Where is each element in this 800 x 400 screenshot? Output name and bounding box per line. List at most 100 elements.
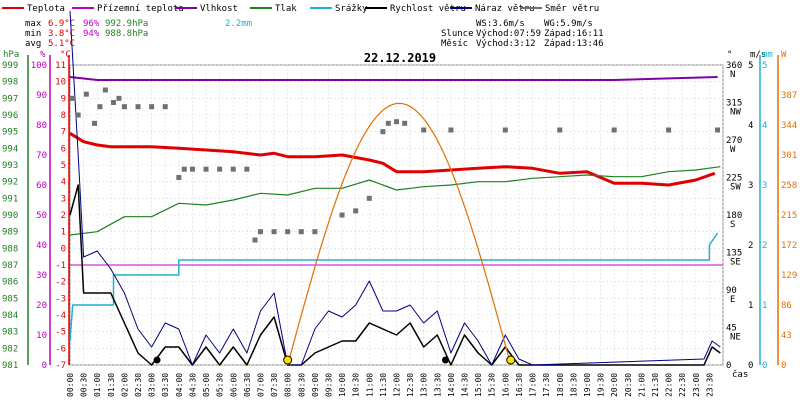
temperature-tick-16: -5 xyxy=(55,328,66,338)
wind-dir-label-3: SW xyxy=(730,183,741,193)
solar-tick-4: 172 xyxy=(781,241,797,251)
legend-label-4: Srážky xyxy=(335,4,368,14)
wind-dir-label-2: W xyxy=(730,145,736,155)
solar-tick-8: 344 xyxy=(781,121,797,131)
wind-dir-tick-5: 135 xyxy=(726,249,742,259)
wind-dir-point-21 xyxy=(271,229,277,235)
stat-0-1: 6.9°C xyxy=(48,19,75,29)
grid xyxy=(69,64,724,366)
wind-speed-tick-5: 5 xyxy=(748,61,753,71)
legend-label-2: Vlhkost xyxy=(200,4,238,14)
pressure-tick-7: 992 xyxy=(2,178,18,188)
moon-marker-3 xyxy=(441,356,449,364)
temperature-tick-14: -3 xyxy=(55,294,66,304)
temperature-tick-9: 2 xyxy=(61,211,66,221)
wind-dir-point-9 xyxy=(135,104,141,110)
legend: Teplota Přízemní teplota Vlhkost Tlak Srážky… xyxy=(2,4,599,14)
rain-tick-0: 0 xyxy=(762,361,767,371)
series-line-4 xyxy=(69,232,719,342)
pressure-tick-13: 986 xyxy=(2,278,18,288)
humidity-tick-20: 20 xyxy=(36,301,47,311)
temperature-tick-13: -2 xyxy=(55,278,66,288)
wind-dir-label-4: S xyxy=(730,220,735,230)
wind-speed-tick-3: 3 xyxy=(748,181,753,191)
wind-dir-tick-7: 45 xyxy=(726,324,737,334)
wind-dir-point-16 xyxy=(217,166,223,172)
wind-dir-tick-6: 90 xyxy=(726,286,737,296)
wind-dir-label-1: NW xyxy=(730,108,741,118)
pressure-tick-6: 993 xyxy=(2,161,18,171)
humidity-tick-60: 60 xyxy=(36,181,47,191)
stat-0-2: 96% xyxy=(83,19,100,29)
legend-label-1: Přízemní teplota xyxy=(97,4,184,14)
pressure-tick-15: 984 xyxy=(2,311,18,321)
x-tick-16: 08:00 xyxy=(284,373,293,397)
wind-dir-label-5: SE xyxy=(730,258,741,268)
temperature-tick-10: 1 xyxy=(61,228,66,238)
stat-0-0: max xyxy=(25,19,42,29)
x-tick-35: 17:30 xyxy=(542,373,551,397)
legend-label-0: Teplota xyxy=(27,4,65,14)
x-tick-7: 03:30 xyxy=(161,373,170,397)
wind-dir-point-27 xyxy=(366,195,372,201)
humidity-unit: % xyxy=(40,50,46,60)
x-tick-14: 07:00 xyxy=(256,373,265,397)
temperature-tick-6: 5 xyxy=(61,161,66,171)
wind-speed-tick-4: 4 xyxy=(748,121,753,131)
x-tick-11: 05:30 xyxy=(216,373,225,397)
x-tick-30: 15:00 xyxy=(474,373,483,397)
temperature-tick-7: 4 xyxy=(61,178,66,188)
wind-dir-point-33 xyxy=(448,127,454,133)
x-tick-33: 16:30 xyxy=(515,373,524,397)
pressure-tick-10: 989 xyxy=(2,228,18,238)
pressure-tick-12: 987 xyxy=(2,261,18,271)
wind-dir-unit: ° xyxy=(727,50,732,60)
humidity-tick-80: 80 xyxy=(36,121,47,131)
wind-dir-point-35 xyxy=(557,127,563,133)
sun-marker-1 xyxy=(506,355,516,365)
x-tick-47: 23:30 xyxy=(705,373,714,397)
sun-moon-info: WS:3.6m/s WG:5.9m/s Slunce Východ:07:59 Zápa… xyxy=(441,19,604,49)
wind-dir-point-24 xyxy=(312,229,318,235)
x-tick-12: 06:00 xyxy=(229,373,238,397)
x-tick-19: 09:30 xyxy=(324,373,333,397)
wind-speed-tick-2: 2 xyxy=(748,241,753,251)
temperature-tick-8: 3 xyxy=(61,194,66,204)
humidity-tick-30: 30 xyxy=(36,271,47,281)
temperature-tick-1: 10 xyxy=(55,78,66,88)
pressure-tick-0: 999 xyxy=(2,61,18,71)
markers-layer xyxy=(153,355,516,365)
wind-dir-point-36 xyxy=(611,127,617,133)
pressure-tick-17: 982 xyxy=(2,344,18,354)
humidity-tick-40: 40 xyxy=(36,241,47,251)
wind-dir-point-7 xyxy=(116,95,122,101)
x-tick-42: 21:00 xyxy=(637,373,646,397)
wind-speed-tick-1: 1 xyxy=(748,301,753,311)
legend-label-7: Směr větru xyxy=(545,4,599,14)
pressure-tick-2: 997 xyxy=(2,94,18,104)
solar-tick-3: 129 xyxy=(781,271,797,281)
temperature-tick-2: 9 xyxy=(61,94,66,104)
x-tick-46: 23:00 xyxy=(692,373,701,397)
pressure-tick-18: 981 xyxy=(2,361,18,371)
wind-dir-point-28 xyxy=(380,129,386,135)
x-tick-1: 00:30 xyxy=(80,373,89,397)
series-line-6 xyxy=(69,10,721,366)
legend-label-3: Tlak xyxy=(275,4,297,14)
x-tick-3: 01:30 xyxy=(107,373,116,397)
humidity-tick-70: 70 xyxy=(36,151,47,161)
x-tick-38: 19:00 xyxy=(583,373,592,397)
solar-tick-2: 86 xyxy=(781,301,792,311)
wind-speed-tick-0: 0 xyxy=(748,361,753,371)
pressure-unit: hPa xyxy=(3,50,19,60)
pressure-tick-11: 988 xyxy=(2,244,18,254)
pressure-tick-5: 994 xyxy=(2,144,18,154)
pressure-tick-16: 983 xyxy=(2,328,18,338)
info-ws: WS:3.6m/s xyxy=(476,19,525,29)
x-tick-20: 10:00 xyxy=(338,373,347,397)
wind-dir-point-38 xyxy=(715,127,721,133)
wind-dir-point-12 xyxy=(176,175,182,180)
wind-dir-point-18 xyxy=(244,166,250,172)
wind-dir-point-11 xyxy=(162,104,168,110)
